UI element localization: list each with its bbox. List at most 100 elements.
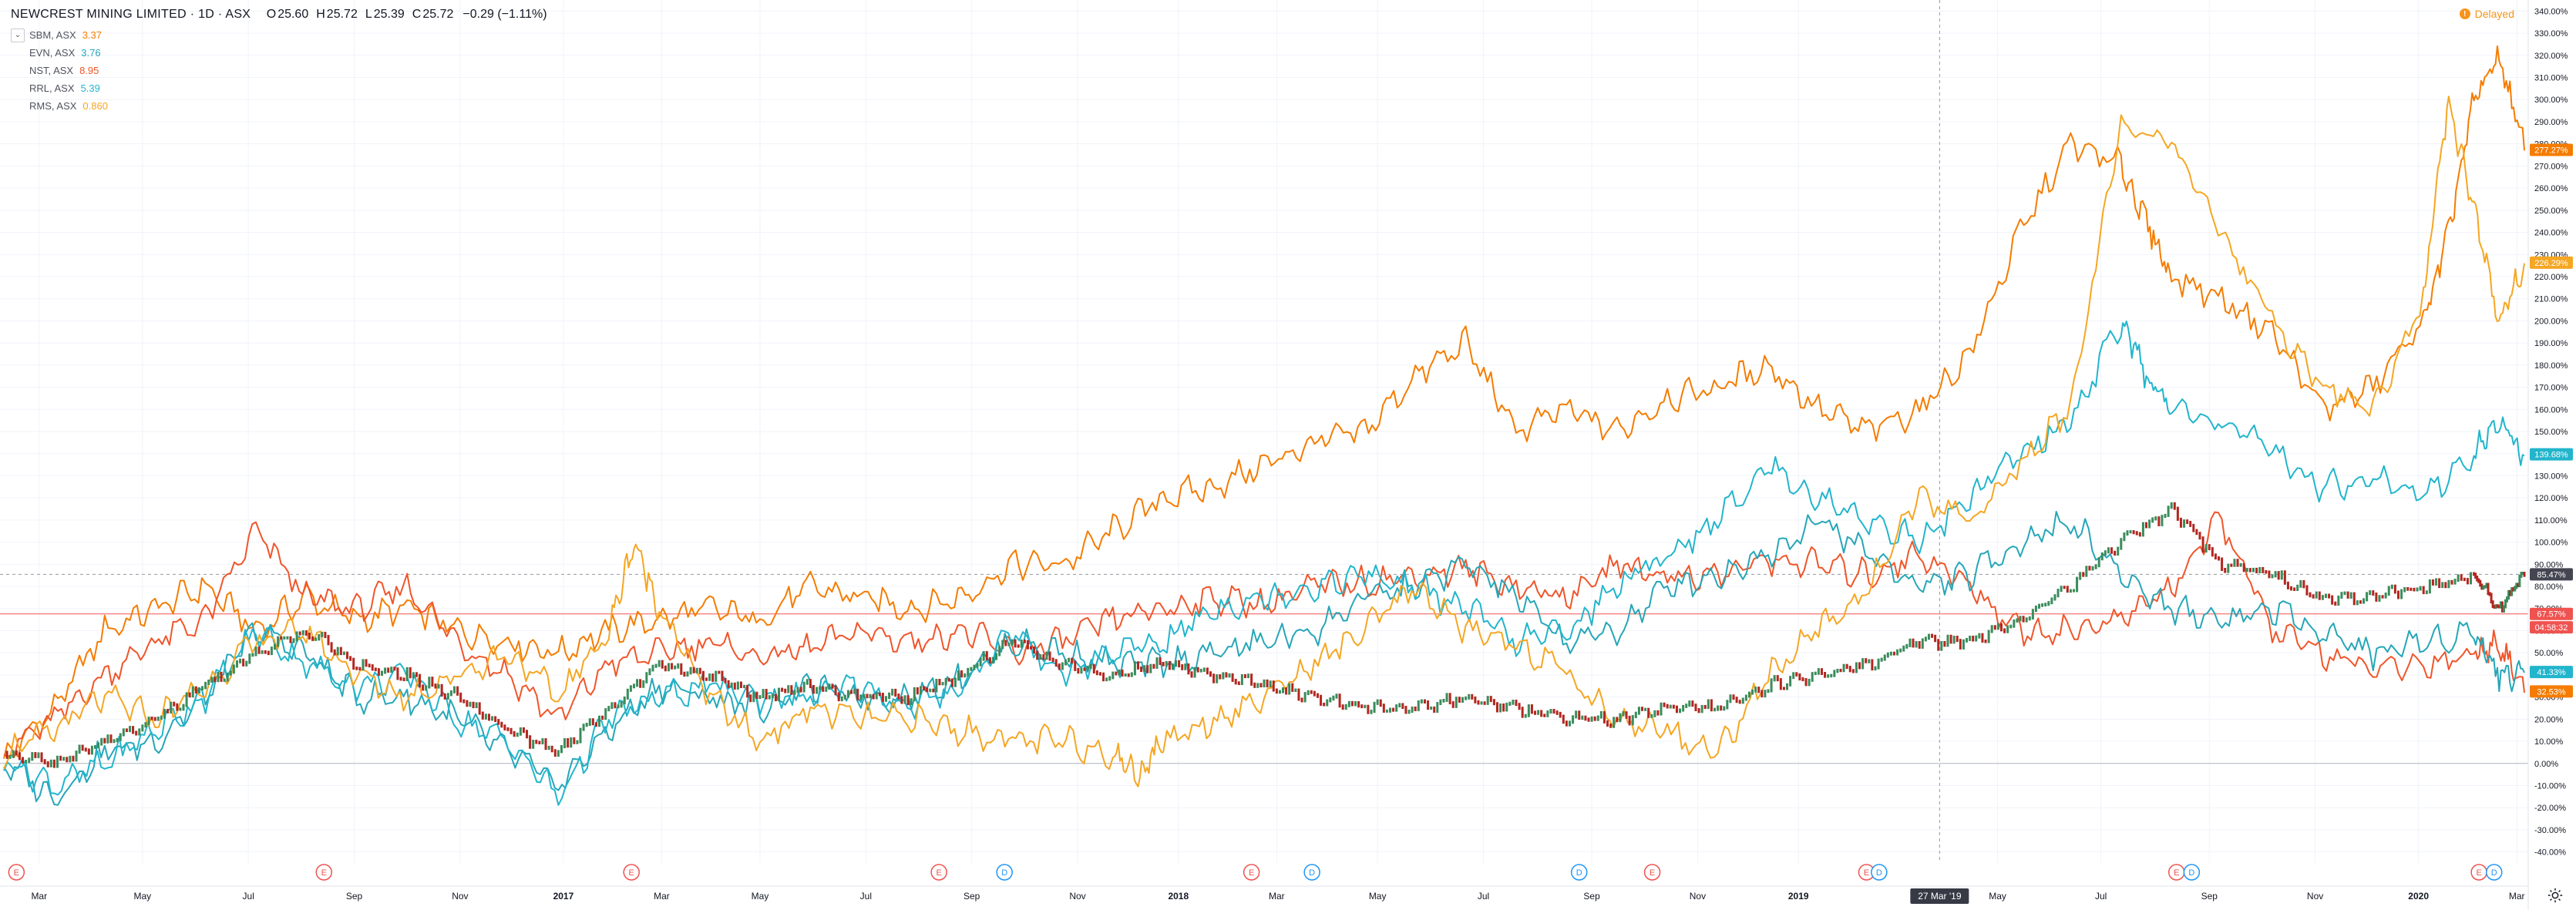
price-candle <box>1833 670 1836 677</box>
price-candle <box>547 745 550 750</box>
price-candle <box>1999 623 2003 632</box>
price-candle <box>1039 654 1042 660</box>
x-tick-label: 2019 <box>1788 891 1809 902</box>
price-candle <box>339 646 342 656</box>
earnings-marker[interactable] <box>930 864 947 881</box>
price-candle <box>1757 687 1760 693</box>
y-tick-label: 20.00% <box>2534 715 2564 724</box>
x-tick-label: Jul <box>860 891 872 902</box>
price-candle <box>2431 579 2434 586</box>
earnings-marker[interactable] <box>1643 864 1661 881</box>
price-candle <box>2183 519 2186 528</box>
ohlc-value: 25.60 <box>277 8 309 21</box>
price-candle <box>2066 586 2069 593</box>
price-candle <box>1465 696 1468 700</box>
price-candle <box>239 658 242 663</box>
collapse-legend-icon[interactable]: ⌄ <box>11 28 25 42</box>
price-candle <box>1691 700 1694 707</box>
price-badge <box>2530 607 2573 620</box>
price-candle <box>1934 634 1937 643</box>
price-candle <box>2236 559 2239 567</box>
price-candle <box>1256 683 1259 688</box>
price-candle <box>768 695 771 700</box>
legend-item[interactable]: RMS, ASX 0.860 <box>11 97 108 115</box>
price-candle <box>1924 636 1927 642</box>
price-candle <box>2479 579 2482 587</box>
price-candle <box>2453 579 2457 585</box>
symbol-title[interactable]: NEWCREST MINING LIMITED · 1D · ASX <box>11 8 251 21</box>
price-candle <box>1747 691 1750 698</box>
earnings-marker[interactable] <box>8 864 25 881</box>
dividend-marker[interactable] <box>1303 864 1320 881</box>
price-candle <box>695 667 698 673</box>
price-candle <box>1616 717 1619 723</box>
price-candle <box>1102 672 1105 682</box>
earnings-marker[interactable] <box>1243 864 1260 881</box>
price-candle <box>1861 658 1865 670</box>
price-candle <box>529 735 532 749</box>
price-candle <box>1395 704 1398 712</box>
price-candle <box>371 664 374 671</box>
price-candle <box>526 730 529 739</box>
dividend-marker[interactable] <box>2183 864 2201 881</box>
price-badge <box>2530 685 2573 698</box>
price-candle <box>872 693 875 700</box>
price-candle <box>1332 695 1335 701</box>
price-candle <box>1376 699 1379 705</box>
price-candle <box>267 650 270 656</box>
x-tick-label: Sep <box>1583 891 1600 902</box>
price-candle <box>1568 720 1571 727</box>
price-candle <box>1848 666 1851 673</box>
price-candle <box>1433 706 1436 714</box>
price-candle <box>1086 666 1089 671</box>
price-candle <box>2352 592 2356 606</box>
delayed-indicator[interactable]: ! Delayed <box>2459 8 2514 20</box>
price-candle <box>2337 595 2340 606</box>
dividend-marker[interactable] <box>2486 864 2503 881</box>
x-tick-label: Sep <box>2201 891 2218 902</box>
price-candle <box>2230 563 2233 567</box>
settings-gear-icon[interactable] <box>2545 885 2565 905</box>
price-candle <box>409 667 412 679</box>
price-candle <box>1360 704 1364 709</box>
price-candle <box>733 682 736 690</box>
event-marker-label: E <box>1249 868 1254 878</box>
price-candle <box>2053 594 2056 601</box>
price-candle <box>2494 604 2497 609</box>
y-tick-label: 200.00% <box>2534 317 2568 326</box>
earnings-marker[interactable] <box>315 864 333 881</box>
price-candle <box>1760 690 1764 698</box>
price-candle <box>365 659 368 667</box>
price-candle <box>1014 639 1017 648</box>
price-candle <box>393 667 396 671</box>
legend-item[interactable]: NST, ASX 8.95 <box>11 62 108 79</box>
price-candle <box>2218 556 2221 561</box>
dividend-marker[interactable] <box>996 864 1013 881</box>
legend-item[interactable]: EVN, ASX 3.76 <box>11 44 108 62</box>
legend-item[interactable]: RRL, ASX 5.39 <box>11 79 108 97</box>
price-candle <box>919 686 922 695</box>
price-candle <box>1184 663 1187 670</box>
price-badge <box>2530 621 2573 634</box>
price-candle <box>2514 586 2517 592</box>
y-tick-label: -10.00% <box>2534 781 2566 791</box>
price-candle <box>1694 703 1697 712</box>
price-candle <box>1754 687 1757 693</box>
price-candle <box>629 685 632 692</box>
price-candle <box>856 688 859 700</box>
price-candle <box>1306 690 1310 696</box>
price-candle <box>1427 700 1430 710</box>
earnings-marker[interactable] <box>623 864 640 881</box>
price-candle <box>1937 639 1940 651</box>
price-candle <box>1877 658 1880 670</box>
price-candle <box>2076 576 2079 593</box>
dividend-marker[interactable] <box>1571 864 1588 881</box>
price-candle <box>2047 601 2050 606</box>
price-candle <box>1083 667 1086 671</box>
legend-item[interactable]: ⌄ SBM, ASX 3.37 <box>11 26 108 44</box>
price-candle <box>2227 563 2230 573</box>
dividend-marker[interactable] <box>1871 864 1888 881</box>
price-candle <box>2476 576 2479 582</box>
price-candle <box>1392 707 1395 712</box>
